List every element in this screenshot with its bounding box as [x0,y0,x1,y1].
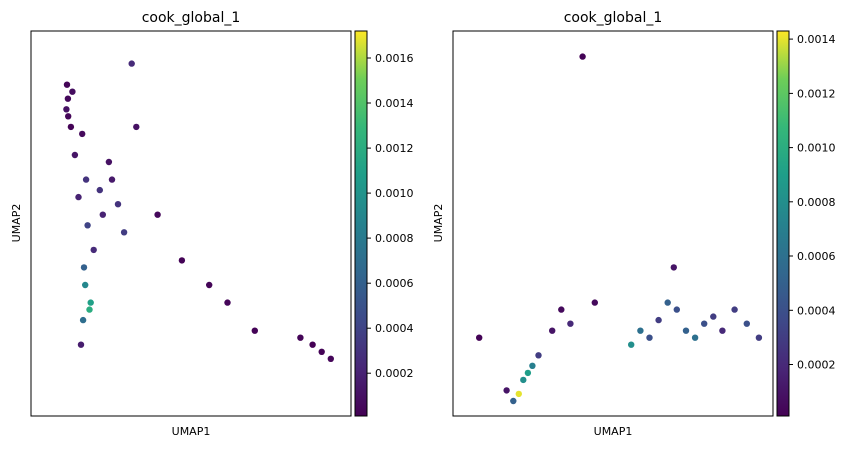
colorbar-tick-label: 0.0002 [375,367,414,380]
data-point [75,193,82,201]
data-point [701,320,708,327]
colorbar-tick-label: 0.0010 [797,142,836,155]
colorbar [354,30,368,417]
data-point [755,334,763,341]
data-point [682,327,690,334]
colorbar-tick-label: 0.0004 [797,304,836,317]
data-point [524,369,532,377]
colorbar [776,30,790,417]
data-point [731,306,738,313]
data-point [224,299,231,306]
chart-title: cook_global_1 [142,10,241,26]
data-point [710,313,717,320]
data-point [529,362,536,369]
data-point [71,151,79,159]
colorbar-tick-label: 0.0002 [797,359,836,372]
x-axis-label: UMAP1 [594,425,633,438]
data-point [579,53,586,60]
colorbar-tick-label: 0.0008 [375,232,414,245]
colorbar-tick-label: 0.0004 [375,322,414,335]
x-axis-label: UMAP1 [172,425,211,438]
data-point [520,376,527,384]
data-point [69,88,76,95]
colorbar-tick-label: 0.0014 [375,97,414,110]
data-point [251,327,258,334]
data-point [558,306,565,313]
y-axis-label: UMAP2 [432,204,445,243]
data-point [96,186,104,194]
data-point [327,355,334,362]
data-point [515,390,522,398]
data-point [591,299,598,306]
chart-left: cook_global_1 UMAP1 UMAP2 0.00020.00040.… [10,10,414,438]
colorbar-ticks: 0.0002 0.0004 0.0006 0.0008 0.0010 0.0012 0.00… [789,33,836,372]
data-point [63,81,71,88]
data-point [743,320,750,327]
data-point [63,106,70,113]
data-point [67,123,75,131]
colorbar-tick-label: 0.0008 [797,196,836,209]
data-point [82,176,90,183]
plot-area [30,30,352,417]
data-point [655,316,662,324]
data-point [108,176,116,183]
data-point [64,95,72,102]
colorbar-tick-label: 0.0010 [375,187,414,200]
colorbar-tick-label: 0.0006 [797,250,836,263]
data-point [503,387,510,394]
data-point [79,130,86,138]
chart-title: cook_global_1 [564,10,663,26]
data-point [65,113,72,120]
data-point [309,341,316,348]
colorbar-tick-label: 0.0016 [375,52,414,65]
colorbar-tick-label: 0.0012 [797,87,836,100]
data-point [318,348,325,355]
data-point [90,246,97,254]
colorbar-tick-label: 0.0012 [375,142,414,155]
data-point [80,264,88,271]
data-point [77,341,85,348]
data-point [86,306,93,313]
data-point [99,211,107,218]
data-point [84,222,91,229]
data-point [154,211,161,218]
data-point [82,281,89,289]
data-point [567,320,574,327]
y-axis-label: UMAP2 [10,204,23,243]
colorbar-tick-label: 0.0014 [797,33,836,46]
data-point [87,299,94,306]
data-point [476,334,483,341]
data-point [628,341,635,348]
data-point [637,327,644,334]
data-point [128,60,135,67]
data-point [206,281,213,289]
data-point [120,229,128,236]
data-point [133,123,140,131]
data-point [691,334,699,341]
data-point [297,334,304,341]
plot-area [452,30,774,417]
data-point [719,327,726,334]
data-point [510,397,517,405]
scatter-points [476,53,763,405]
data-point [664,299,671,306]
data-point [670,264,677,271]
data-point [646,334,653,341]
data-point [535,352,542,359]
data-point [105,158,113,166]
colorbar-ticks: 0.0002 0.0004 0.0006 0.0008 0.0010 0.0012 0.00… [367,52,414,380]
scatter-points [63,60,334,362]
data-point [549,327,556,334]
chart-right: cook_global_1 UMAP1 UMAP2 0.00020.00040.… [432,10,836,438]
colorbar-tick-label: 0.0006 [375,277,414,290]
data-point [178,257,186,264]
data-point [673,306,680,313]
data-point [79,316,87,324]
data-point [114,201,122,208]
